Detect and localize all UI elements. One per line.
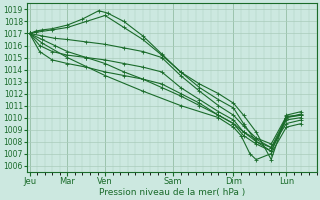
X-axis label: Pression niveau de la mer( hPa ): Pression niveau de la mer( hPa )	[99, 188, 245, 197]
